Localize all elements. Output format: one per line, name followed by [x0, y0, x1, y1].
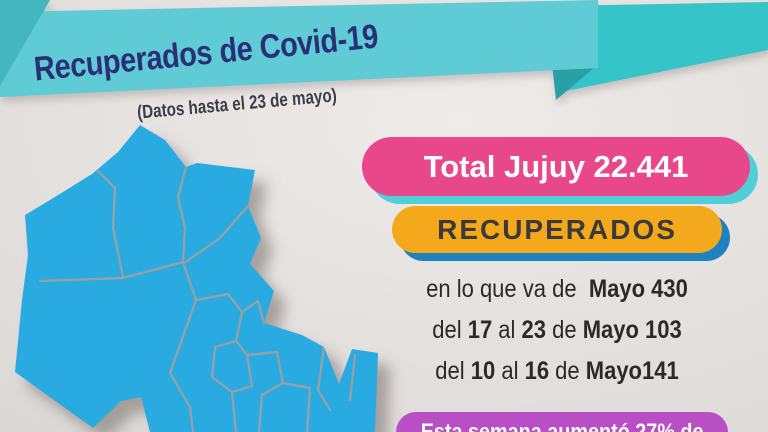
stat-line-month: en lo que va de Mayo 430 [412, 269, 702, 310]
stat-value: 16 [524, 357, 550, 385]
stat-text: en lo que va de [426, 275, 589, 303]
ribbon-right-tail [556, 2, 768, 93]
stat-text: de [546, 316, 583, 344]
ribbon-left-fold [0, 0, 50, 86]
ribbon-fold-triangle [552, 64, 594, 100]
stat-value: 23 [521, 316, 547, 344]
stat-text: del [432, 316, 468, 344]
ribbon-main-banner [0, 0, 598, 97]
recovered-badge-label: RECUPERADOS [437, 213, 677, 245]
weekly-change-badge: Esta semana aumentó 27% de [396, 412, 728, 432]
stat-value: Mayo 430 [588, 275, 688, 303]
stat-value: 10 [470, 357, 496, 385]
department-borders [38, 165, 357, 432]
weekly-change-text: Esta semana aumentó 27% de [420, 419, 704, 432]
stat-text: al [495, 357, 525, 385]
stat-value: Mayo141 [585, 357, 679, 385]
province-outline [15, 125, 378, 432]
stat-value: 17 [467, 316, 493, 344]
stat-line-week-17-23: del 17 al 23 de Mayo 103 [412, 310, 702, 351]
weekly-stats: en lo que va de Mayo 430 del 17 al 23 de… [392, 269, 722, 392]
jujuy-province-map [15, 125, 378, 432]
stat-text: al [492, 316, 522, 344]
stat-line-week-10-16: del 10 al 16 de Mayo141 [412, 351, 702, 392]
stat-text: de [549, 357, 586, 385]
total-badge: Total Jujuy 22.441 [362, 137, 750, 196]
header-ribbon [0, 0, 768, 100]
recovered-badge: RECUPERADOS [392, 206, 722, 253]
stat-text: del [435, 357, 471, 385]
total-badge-label: Total Jujuy 22.441 [423, 148, 689, 184]
stat-value: Mayo 103 [582, 316, 682, 344]
